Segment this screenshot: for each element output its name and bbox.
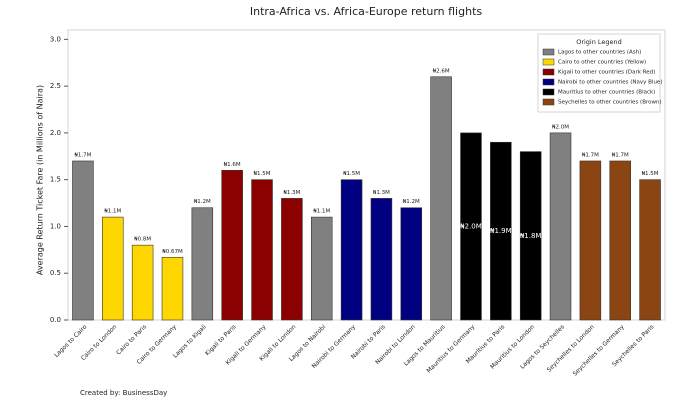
bar [221,170,243,321]
value-label: ₦1.2M [403,199,420,205]
bar [102,216,124,321]
bar [340,179,363,321]
value-label: ₦1.5M [343,171,360,177]
x-tick-label: Cairo to Paris [115,324,148,357]
x-tick-label: Seychelles to Germany [572,323,626,377]
bar [310,216,333,321]
legend-label: Kigali to other countries (Dark Red) [558,70,655,76]
legend-label: Lagos to other countries (Ash) [558,50,641,56]
legend-label: Mauritius to other countries (Black) [558,90,655,96]
legend-box [537,33,661,113]
value-label: ₦1.7M [74,152,91,158]
value-label: ₦1.8M [520,232,542,240]
value-label: ₦0.67M [162,249,183,255]
legend-label: Nairobi to other countries (Navy Blue) [558,80,662,86]
value-label: ₦1.3M [373,190,390,196]
y-tick-label: 3.0 [50,35,61,43]
bar [460,132,482,321]
value-label: ₦1.1M [313,209,330,215]
legend-swatch [542,88,555,96]
footer: Created by: BusinessDay [80,389,167,397]
bar [72,160,94,321]
bar [519,151,542,321]
plot-frame [67,29,666,321]
legend-swatch [542,98,555,106]
value-label: ₦1.1M [104,209,121,215]
y-tick-label: 0.0 [50,316,61,324]
value-label: ₦1.6M [224,162,241,168]
value-label: ₦1.9M [490,227,512,235]
y-tick-label: 1.5 [50,176,61,184]
value-label: ₦2.0M [552,124,569,130]
value-label: ₦1.7M [612,152,629,158]
bar [579,160,602,321]
value-label: ₦1.3M [283,190,300,196]
bar [639,179,661,321]
value-label: ₦2.0M [460,222,482,230]
value-label: ₦1.5M [642,171,659,177]
y-tick-label: 1.0 [50,222,61,230]
value-label: ₦1.5M [254,171,271,177]
legend-swatch [542,78,555,86]
bar [430,76,452,321]
bar [549,132,572,321]
value-label: ₦2.6M [433,68,450,74]
chart-title: Intra-Africa vs. Africa-Europe return fl… [250,5,483,18]
value-label: ₦0.8M [134,237,151,243]
y-tick-label: 2.5 [50,82,61,90]
bar [161,257,184,321]
value-label: ₦1.2M [194,199,211,205]
y-tick-label: 0.5 [50,269,61,277]
legend-label: Seychelles to other countries (Brown) [558,100,662,106]
y-tick-label: 2.0 [50,129,61,137]
legend-swatch [542,48,555,56]
bar [490,141,512,321]
bar [400,207,423,321]
bar [609,160,631,321]
bar [251,179,273,321]
bar [191,207,214,321]
bar [131,244,154,321]
bar [370,198,393,321]
legend-title: Origin Legend [576,38,622,46]
legend-label: Cairo to other countries (Yellow) [558,60,646,66]
legend-swatch [542,68,555,76]
y-axis-label: Average Return Ticket Fare (in Millions … [36,85,45,275]
bar [281,198,303,321]
value-label: ₦1.7M [582,152,599,158]
legend-swatch [542,58,555,66]
